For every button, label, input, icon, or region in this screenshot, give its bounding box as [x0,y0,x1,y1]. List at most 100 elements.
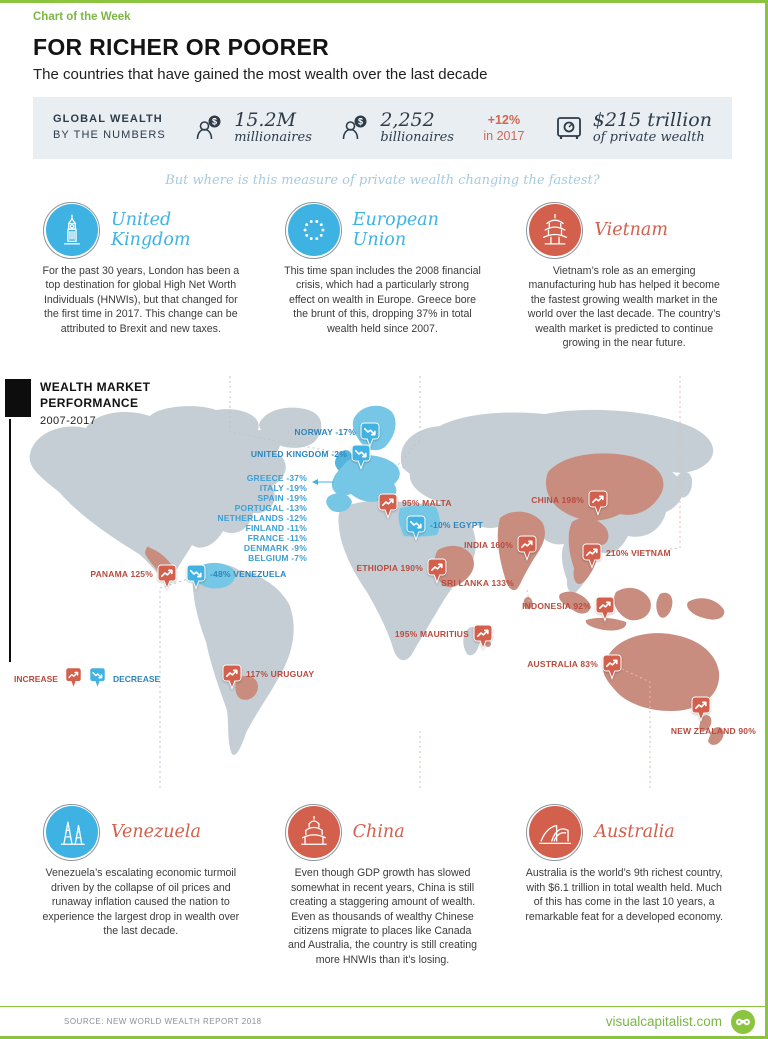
marker-label: SRI LANKA 133% [441,578,514,589]
callout-vietnam: Vietnam Vietnam’s role as an emerging ma… [525,202,723,350]
pagoda-icon [526,202,584,259]
map-section: WEALTH MARKET PERFORMANCE 2007-2017 GREE… [0,376,765,789]
stat-private-wealth: $215 trillion of private wealth [554,108,712,146]
safe-icon [554,113,584,143]
callout-united-kingdom: United Kingdom For the past 30 years, Lo… [42,202,240,350]
footer: SOURCE: New World Wealth Report 2018 vis… [0,1006,765,1036]
callout-uk-text: For the past 30 years, London has been a… [42,265,240,335]
stats-label-line1: GLOBAL WEALTH [53,113,163,126]
oil-derrick-icon [43,804,100,862]
question-line: But where is this measure of private wea… [165,173,600,188]
stat-millionaires-text: 15.2M millionaires [234,110,312,146]
map-title: WEALTH MARKET PERFORMANCE 2007-2017 [40,380,150,427]
legend-increase-label: INCREASE [14,673,58,684]
marker-label: 95% MALTA [402,498,452,509]
eu-list-item: NETHERLANDS -12% [217,513,307,524]
private-wealth-value: $215 trillion [592,108,712,131]
eu-country-list: GREECE -37% ITALY -19% SPAIN -19% PORTUGAL … [217,473,334,564]
region-australia [603,633,720,712]
region-europe [331,455,400,503]
stat-billionaires-text: 2,252 billionaires [380,108,454,146]
world-map [29,406,725,756]
billionaire-icon: $ [341,113,371,143]
eu-list-item: DENMARK -9% [243,543,307,554]
page-subtitle: The countries that have gained the most … [33,66,488,83]
callout-australia-title: Australia [594,822,675,843]
region-java [585,618,627,631]
callout-eu-head: European Union [284,202,482,259]
callout-eu-title: European Union [352,210,439,250]
region-uruguay [235,676,258,701]
region-north-america [29,406,286,584]
map-title-years: 2007-2017 [40,414,97,427]
millionaires-label: millionaires [234,130,312,146]
region-africa [338,501,476,661]
eu-list-item: BELGIUM -7% [248,553,307,564]
marker-label: ETHIOPIA 190% [356,563,423,574]
region-new-guinea [687,598,725,621]
region-sumatra [559,592,591,615]
callout-uk-head: United Kingdom [42,202,240,259]
callout-venezuela-head: Venezuela [42,804,240,862]
svg-text:$: $ [358,117,363,127]
region-new-zealand-south [708,727,724,746]
callout-vietnam-text: Vietnam’s role as an emerging manufactur… [527,265,721,350]
marker-label: -48% VENEZUELA [210,569,287,580]
stat-growth: +12% in 2017 [483,112,524,145]
callout-eu-text: This time span includes the 2008 financi… [284,265,481,335]
region-mauritius [485,641,491,648]
callout-china-title: China [352,822,405,843]
callout-china-head: China [284,804,482,862]
marker-label: UNITED KINGDOM -2% [250,449,347,460]
eu-list-item: GREECE -37% [246,473,307,484]
region-greenland [259,408,322,449]
eu-arrow-icon [310,473,336,491]
stat-billionaires: $ 2,252 billionaires [341,108,454,146]
black-swatch [5,379,31,418]
growth-value: +12% [487,112,521,127]
callout-venezuela: Venezuela Venezuela’s escalating economi… [42,804,240,967]
region-china [545,453,664,522]
region-iberia [326,493,352,513]
marker-label: PANAMA 125% [90,569,153,580]
marker-label: 195% MAURITIUS [394,629,469,640]
marker-label: 117% URUGUAY [246,669,315,680]
millionaire-icon: $ [195,113,225,143]
eu-list-item: FRANCE -11% [247,533,307,544]
eu-stars-icon [284,202,342,259]
callout-european-union: European Union This time span includes t… [284,202,482,350]
billionaires-value: 2,252 [380,108,435,131]
marker-label: 210% VIETNAM [606,548,671,559]
leader-lines [159,376,681,789]
marker-label: CHINA 198% [531,495,584,506]
marker-label: NEW ZEALAND 90% [670,726,756,737]
eu-list-item: PORTUGAL -13% [234,503,307,514]
stats-bar-label: GLOBAL WEALTH BY THE NUMBERS [53,112,166,144]
legend-decrease-label: DECREASE [112,673,161,684]
marker-label: -10% EGYPT [430,520,484,531]
map-title-line1: WEALTH MARKET [40,380,151,395]
marker-layer: NORWAY -17% UNITED KINGDOM -2% 95% MALTA -1… [0,376,765,788]
kicker: Chart of the Week [33,11,131,23]
region-ethiopia [434,546,474,588]
big-ben-icon [43,202,100,259]
opera-house-icon [526,804,584,862]
site-link[interactable]: visualcapitalist.com [605,1014,722,1029]
region-japan [673,472,693,498]
callout-vietnam-title: Vietnam [594,220,668,240]
region-borneo [613,588,651,621]
marker-label: INDIA 160% [464,540,513,551]
callout-australia-text: Australia is the world’s 9th richest cou… [525,867,724,923]
region-arabia [431,501,474,539]
callout-vietnam-head: Vietnam [525,202,723,259]
visual-capitalist-logo-icon [731,1009,755,1034]
page-title: FOR RICHER OR POORER [33,34,330,60]
billionaires-label: billionaires [380,130,454,146]
site-wrap: visualcapitalist.com [605,1009,755,1034]
private-wealth-label: of private wealth [592,130,705,146]
eu-list-item: FINLAND -11% [245,523,307,534]
callout-china-text: Even though GDP growth has slowed somewh… [287,867,478,966]
vertical-rule [9,419,11,663]
marker-label: AUSTRALIA 83% [527,659,598,670]
